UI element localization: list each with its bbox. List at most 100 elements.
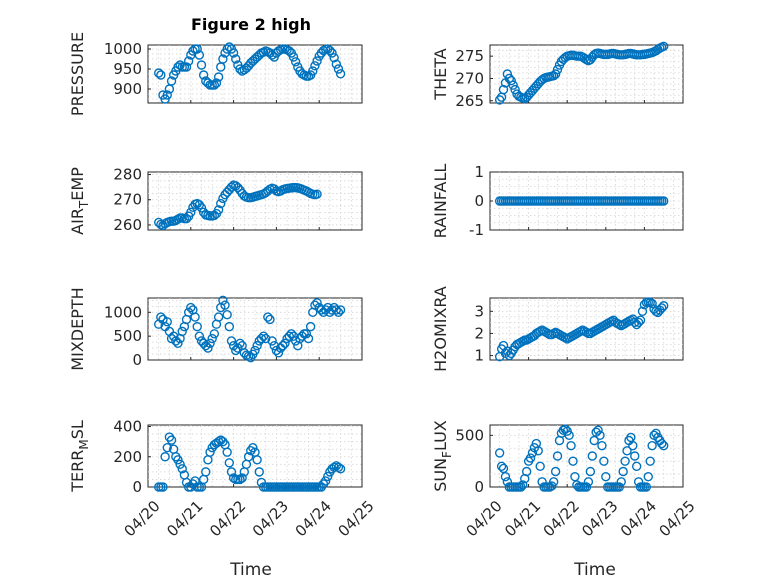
data-point xyxy=(226,467,237,477)
x-tick-label: 04/22 xyxy=(540,497,583,540)
data-point xyxy=(500,471,511,482)
data-point xyxy=(308,66,318,76)
data-point xyxy=(201,467,211,477)
data-point xyxy=(568,456,578,466)
data-point xyxy=(329,53,339,63)
y-tick-label: 950 xyxy=(113,60,142,78)
data-point xyxy=(635,315,646,325)
data-point xyxy=(659,41,669,52)
data-point xyxy=(252,455,262,465)
data-point xyxy=(243,351,254,361)
data-point xyxy=(263,312,273,322)
data-point xyxy=(614,482,625,492)
data-point xyxy=(250,345,260,356)
data-point xyxy=(587,451,597,461)
data-point xyxy=(657,438,667,449)
data-point xyxy=(239,191,250,201)
data-point xyxy=(222,309,232,320)
data-point xyxy=(510,84,520,95)
data-point xyxy=(190,312,200,322)
data-point xyxy=(181,213,192,224)
x-axis-label-left: Time xyxy=(229,560,272,580)
data-point xyxy=(333,64,344,74)
data-point xyxy=(585,466,596,477)
data-point xyxy=(156,312,166,322)
series-markers xyxy=(494,196,669,206)
series-markers xyxy=(153,432,346,492)
axes-h2omixra: 1 2 3 H2OMIXRA xyxy=(431,286,684,372)
data-point xyxy=(327,48,337,58)
data-point xyxy=(237,473,247,483)
data-point xyxy=(323,471,333,482)
data-point xyxy=(335,464,346,474)
x-tick-label: 04/21 xyxy=(163,497,206,540)
data-point xyxy=(335,305,346,315)
data-point xyxy=(162,90,172,100)
data-point xyxy=(256,333,267,344)
y-tick-label: 500 xyxy=(113,327,142,345)
data-point xyxy=(218,295,228,306)
data-point xyxy=(331,59,342,69)
data-point xyxy=(213,72,224,82)
series-markers xyxy=(494,41,669,105)
y-tick-label: 0 xyxy=(474,192,484,210)
data-point xyxy=(581,482,592,492)
data-point xyxy=(213,205,224,215)
data-point xyxy=(175,459,185,470)
data-point xyxy=(329,462,339,473)
y-tick-label: 270 xyxy=(455,69,484,87)
data-point xyxy=(190,476,200,486)
data-point xyxy=(516,482,526,492)
y-tick-label: 1000 xyxy=(104,40,142,58)
data-point xyxy=(186,302,196,313)
y-tick-label: 275 xyxy=(455,47,484,65)
data-point xyxy=(211,78,222,88)
x-tick-label: 04/20 xyxy=(120,497,163,540)
y-axis-label: PRESSURE xyxy=(68,32,87,116)
data-point xyxy=(261,333,271,344)
data-point xyxy=(331,305,342,315)
data-point xyxy=(254,467,264,477)
data-point xyxy=(616,477,626,487)
data-point xyxy=(288,52,299,62)
y-tick-label: 2 xyxy=(474,324,484,342)
data-point xyxy=(220,300,230,310)
axes-pressure: 900 950 1000 PRESSURE xyxy=(68,32,363,116)
data-point xyxy=(552,451,563,461)
y-tick-label: 260 xyxy=(113,216,142,234)
y-tick-label: 1000 xyxy=(104,303,142,321)
data-point xyxy=(595,430,605,441)
y-axis-label: MIXDEPTH xyxy=(68,287,87,370)
data-point xyxy=(647,440,657,451)
data-point xyxy=(224,321,235,332)
x-tick-label: 04/25 xyxy=(334,497,377,540)
data-point xyxy=(166,435,177,445)
data-point xyxy=(196,203,207,213)
data-point xyxy=(252,340,262,351)
figure-title: Figure 2 high xyxy=(191,15,311,34)
data-point xyxy=(316,305,327,315)
data-point xyxy=(278,340,288,351)
data-point xyxy=(186,207,196,218)
data-point xyxy=(518,480,528,490)
data-point xyxy=(533,446,543,456)
data-point xyxy=(564,430,574,441)
data-point xyxy=(158,482,168,492)
data-point xyxy=(177,326,187,337)
data-point xyxy=(173,338,183,349)
data-point xyxy=(231,54,241,64)
data-point xyxy=(496,461,507,472)
data-point xyxy=(235,64,245,74)
data-point xyxy=(224,458,235,468)
x-tick-label: 04/24 xyxy=(292,497,335,540)
data-point xyxy=(265,314,275,325)
data-point xyxy=(550,466,561,477)
data-point xyxy=(525,453,536,463)
series-markers xyxy=(153,180,322,231)
data-point xyxy=(267,336,277,346)
data-point xyxy=(224,42,235,52)
data-point xyxy=(566,440,576,451)
data-point xyxy=(286,329,297,339)
